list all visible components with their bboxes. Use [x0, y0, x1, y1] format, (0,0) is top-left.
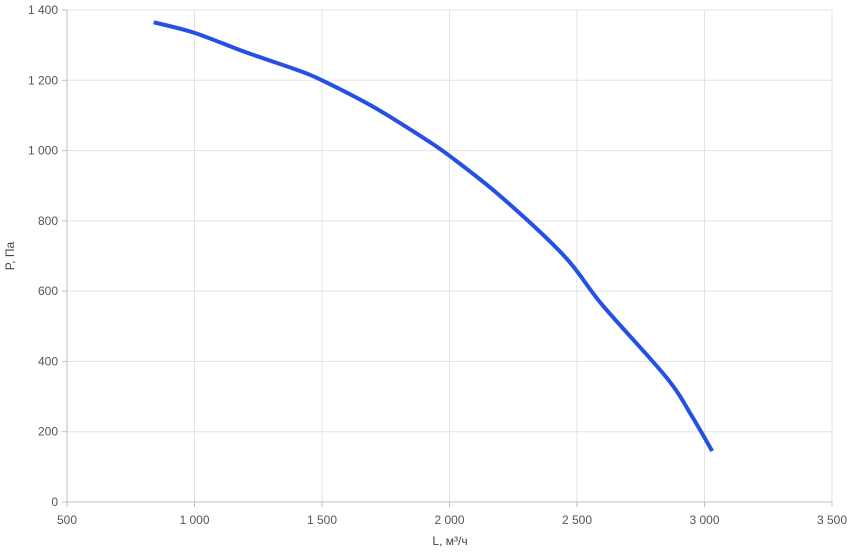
x-tick-label: 500 — [57, 513, 77, 527]
y-tick-label: 200 — [38, 425, 58, 439]
gridlines — [67, 9, 833, 502]
x-tick-label: 1 500 — [307, 513, 337, 527]
y-tick-label: 1 200 — [28, 73, 58, 87]
axes — [62, 9, 833, 507]
y-tick-label: 1 400 — [28, 3, 58, 17]
y-axis-title: P, Па — [3, 241, 17, 270]
series-group — [153, 20, 714, 453]
x-tick-label: 2 500 — [562, 513, 592, 527]
y-axis-tick-labels: 0 200 400 600 800 1 000 1 200 1 400 — [28, 3, 58, 509]
y-tick-label: 400 — [38, 354, 58, 368]
y-tick-label: 800 — [38, 214, 58, 228]
x-tick-label: 1 000 — [179, 513, 209, 527]
series-line — [153, 20, 714, 453]
y-tick-label: 600 — [38, 284, 58, 298]
y-tick-label: 1 000 — [28, 144, 58, 158]
y-tick-label: 0 — [51, 495, 58, 509]
x-axis-title: L, м³/ч — [432, 534, 467, 548]
x-axis-tick-labels: 500 1 000 1 500 2 000 2 500 3 000 3 500 — [57, 513, 847, 527]
x-tick-label: 2 000 — [434, 513, 464, 527]
x-tick-label: 3 500 — [817, 513, 847, 527]
x-tick-label: 3 000 — [689, 513, 719, 527]
